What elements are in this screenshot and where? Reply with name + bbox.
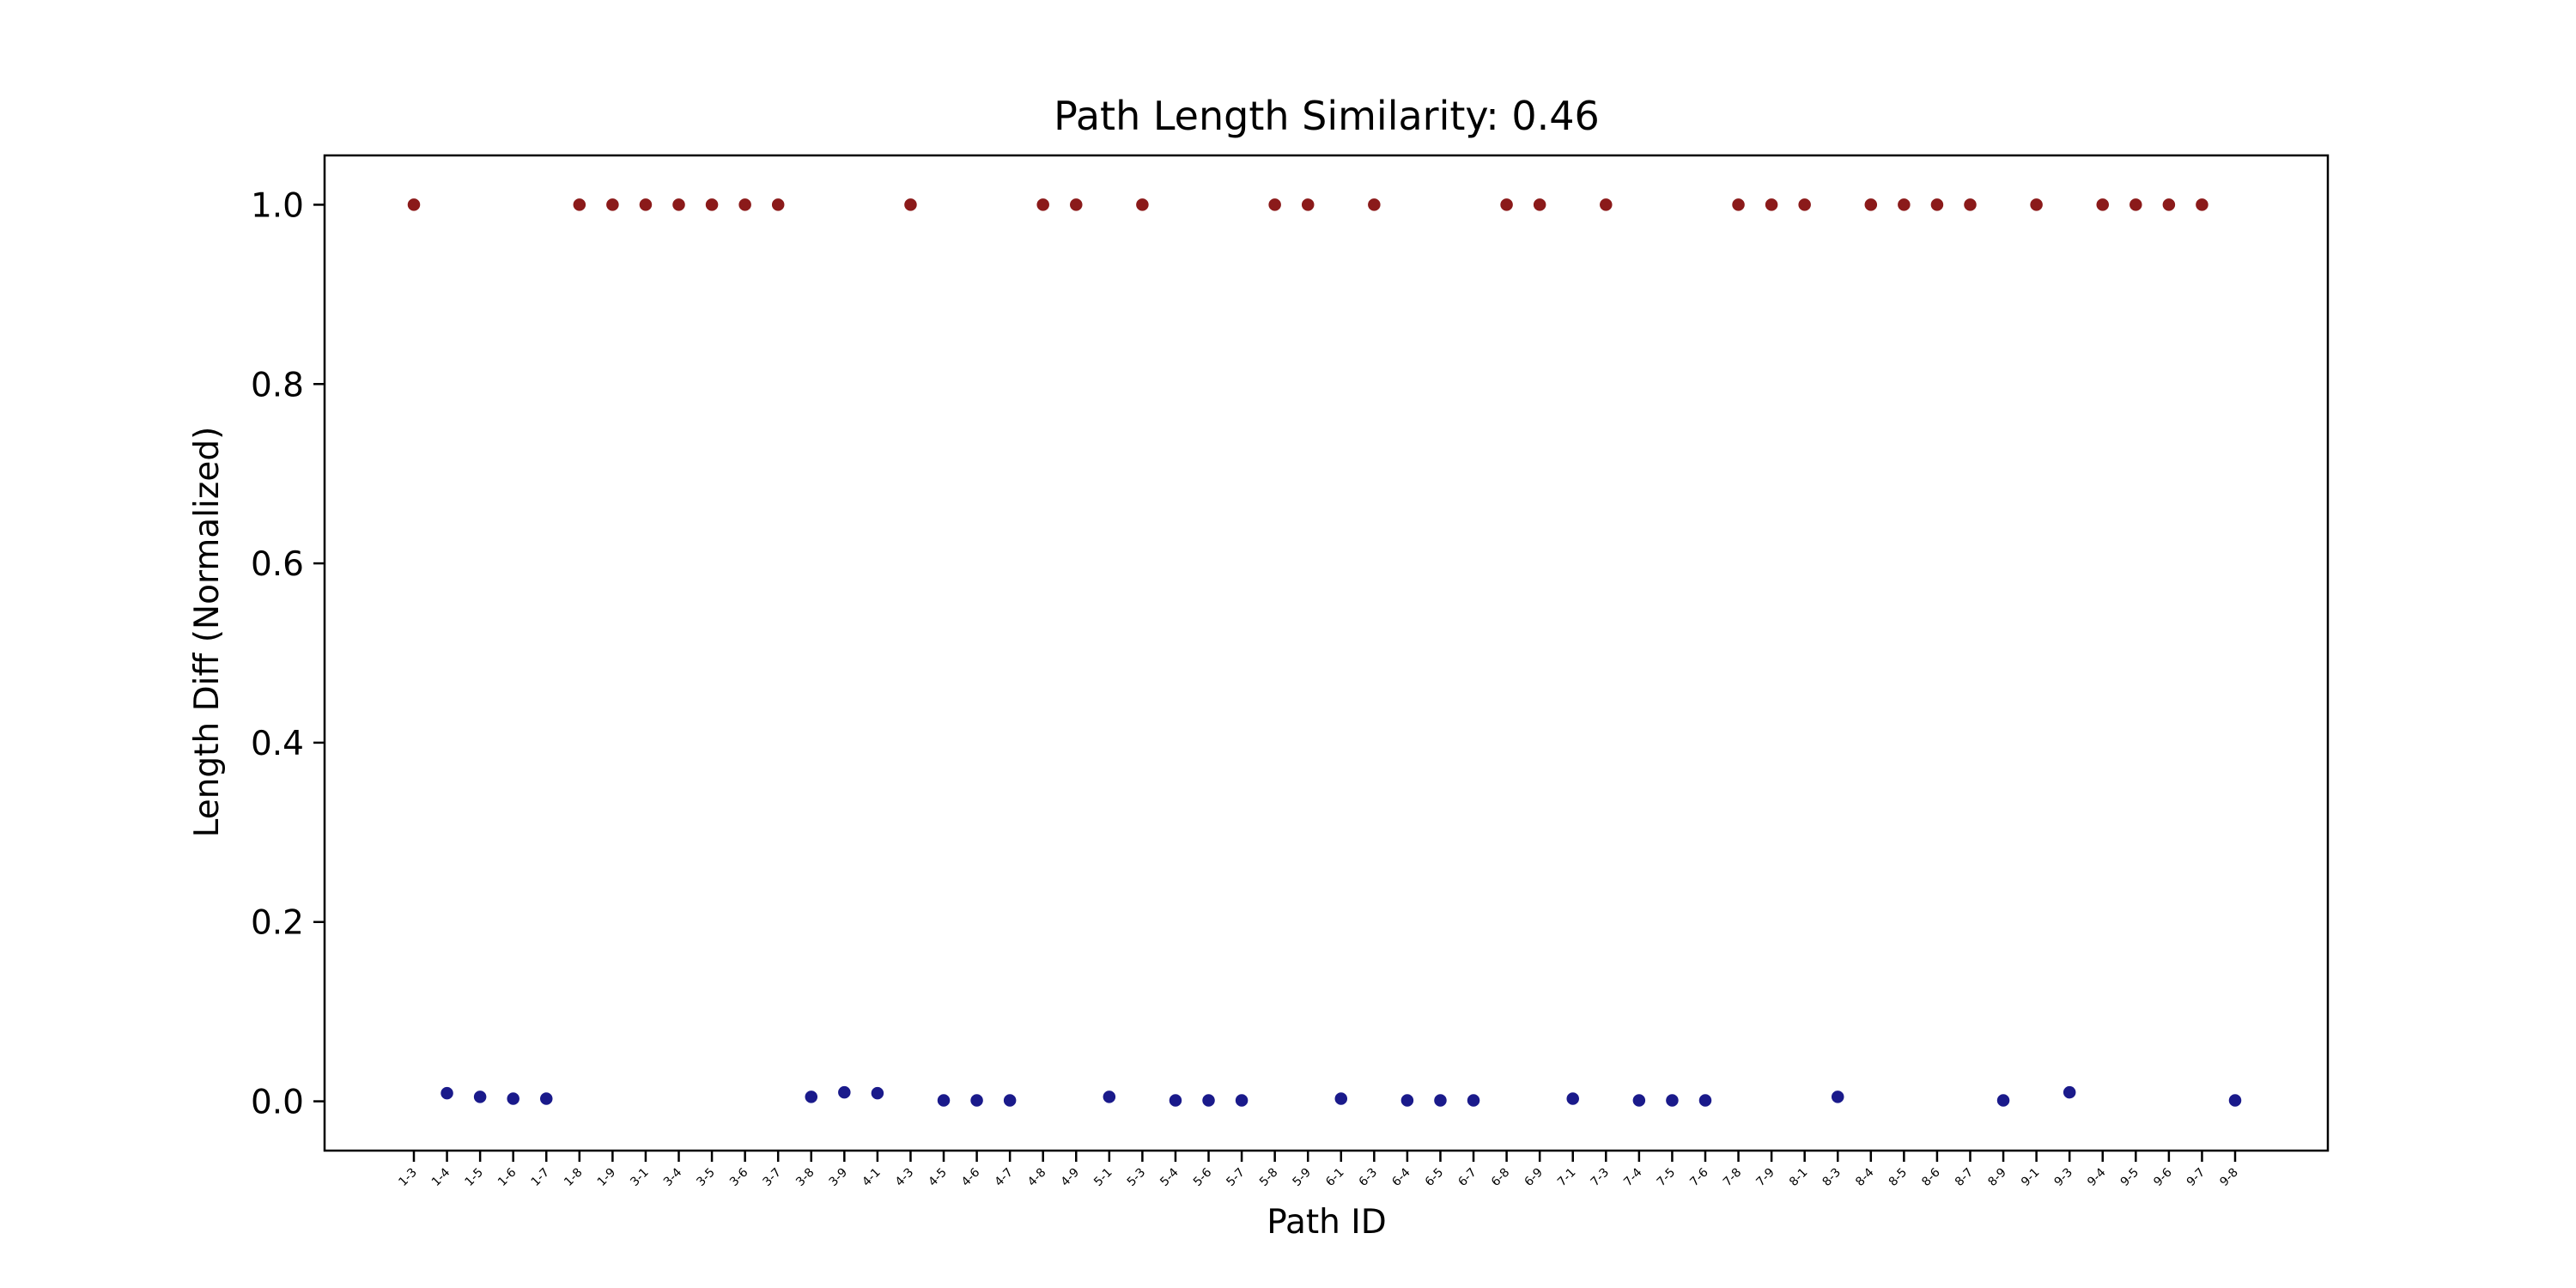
data-point: [1698, 1094, 1712, 1107]
data-point: [805, 1091, 818, 1103]
data-point: [440, 1086, 453, 1100]
chart-title: Path Length Similarity: 0.46: [1054, 93, 1600, 139]
plot-area-frame: [323, 154, 2330, 1152]
y-tick-label: 0.0: [251, 1084, 304, 1122]
y-axis: 0.0 0.2 0.4 0.6 0.8 1.0: [251, 186, 325, 1122]
data-point: [838, 1085, 851, 1099]
data-point: [1334, 1092, 1348, 1105]
data-point: [639, 198, 653, 211]
data-point: [1136, 198, 1149, 211]
data-point: [738, 198, 751, 211]
y-tick-label: 0.6: [251, 545, 304, 584]
data-point: [1831, 1091, 1844, 1103]
data-point: [1400, 1094, 1414, 1107]
data-point: [705, 198, 719, 211]
data-point: [407, 198, 421, 211]
data-point: [606, 198, 619, 211]
data-point: [1566, 1092, 1579, 1105]
y-axis-label: Length Diff (Normalized): [188, 427, 227, 838]
data-point: [1003, 1094, 1017, 1107]
data-point: [2096, 198, 2109, 211]
data-point: [1930, 198, 1944, 211]
data-point: [1666, 1094, 1679, 1107]
data-point: [1798, 198, 1811, 211]
data-point: [1600, 198, 1613, 211]
data-point: [871, 1086, 884, 1100]
data-point: [672, 198, 685, 211]
data-point: [1235, 1094, 1249, 1107]
data-point: [937, 1094, 951, 1107]
data-point: [1202, 1094, 1215, 1107]
data-point: [771, 198, 785, 211]
data-point: [1964, 198, 1977, 211]
data-point: [473, 1091, 487, 1103]
data-points: [407, 198, 2242, 1107]
data-point: [1301, 198, 1315, 211]
data-point: [2129, 198, 2142, 211]
data-point: [2228, 1094, 2242, 1107]
data-point: [1765, 198, 1778, 211]
data-point: [573, 198, 586, 211]
data-point: [970, 1094, 983, 1107]
data-point: [1732, 198, 1745, 211]
y-tick-label: 0.4: [251, 725, 304, 763]
data-point: [904, 198, 917, 211]
data-point: [1898, 198, 1911, 211]
data-point: [1268, 198, 1281, 211]
y-tick-label: 0.8: [251, 366, 304, 404]
data-point: [2030, 198, 2043, 211]
data-point: [1036, 198, 1049, 211]
data-point: [540, 1092, 553, 1105]
data-point: [2063, 1085, 2076, 1099]
data-point: [1434, 1094, 1447, 1107]
data-point: [1996, 1094, 2010, 1107]
y-tick-label: 1.0: [251, 186, 304, 225]
data-point: [2162, 198, 2176, 211]
data-point: [1467, 1094, 1480, 1107]
data-point: [1368, 198, 1381, 211]
x-axis-label: Path ID: [1267, 1203, 1387, 1242]
data-point: [1533, 198, 1546, 211]
data-point: [1070, 198, 1083, 211]
data-point: [2196, 198, 2208, 211]
data-point: [1864, 198, 1878, 211]
data-point: [1500, 198, 1513, 211]
data-point: [1632, 1094, 1646, 1107]
data-point: [507, 1092, 519, 1105]
data-point: [1103, 1091, 1116, 1103]
data-point: [1169, 1094, 1182, 1107]
y-tick-label: 0.2: [251, 904, 304, 943]
